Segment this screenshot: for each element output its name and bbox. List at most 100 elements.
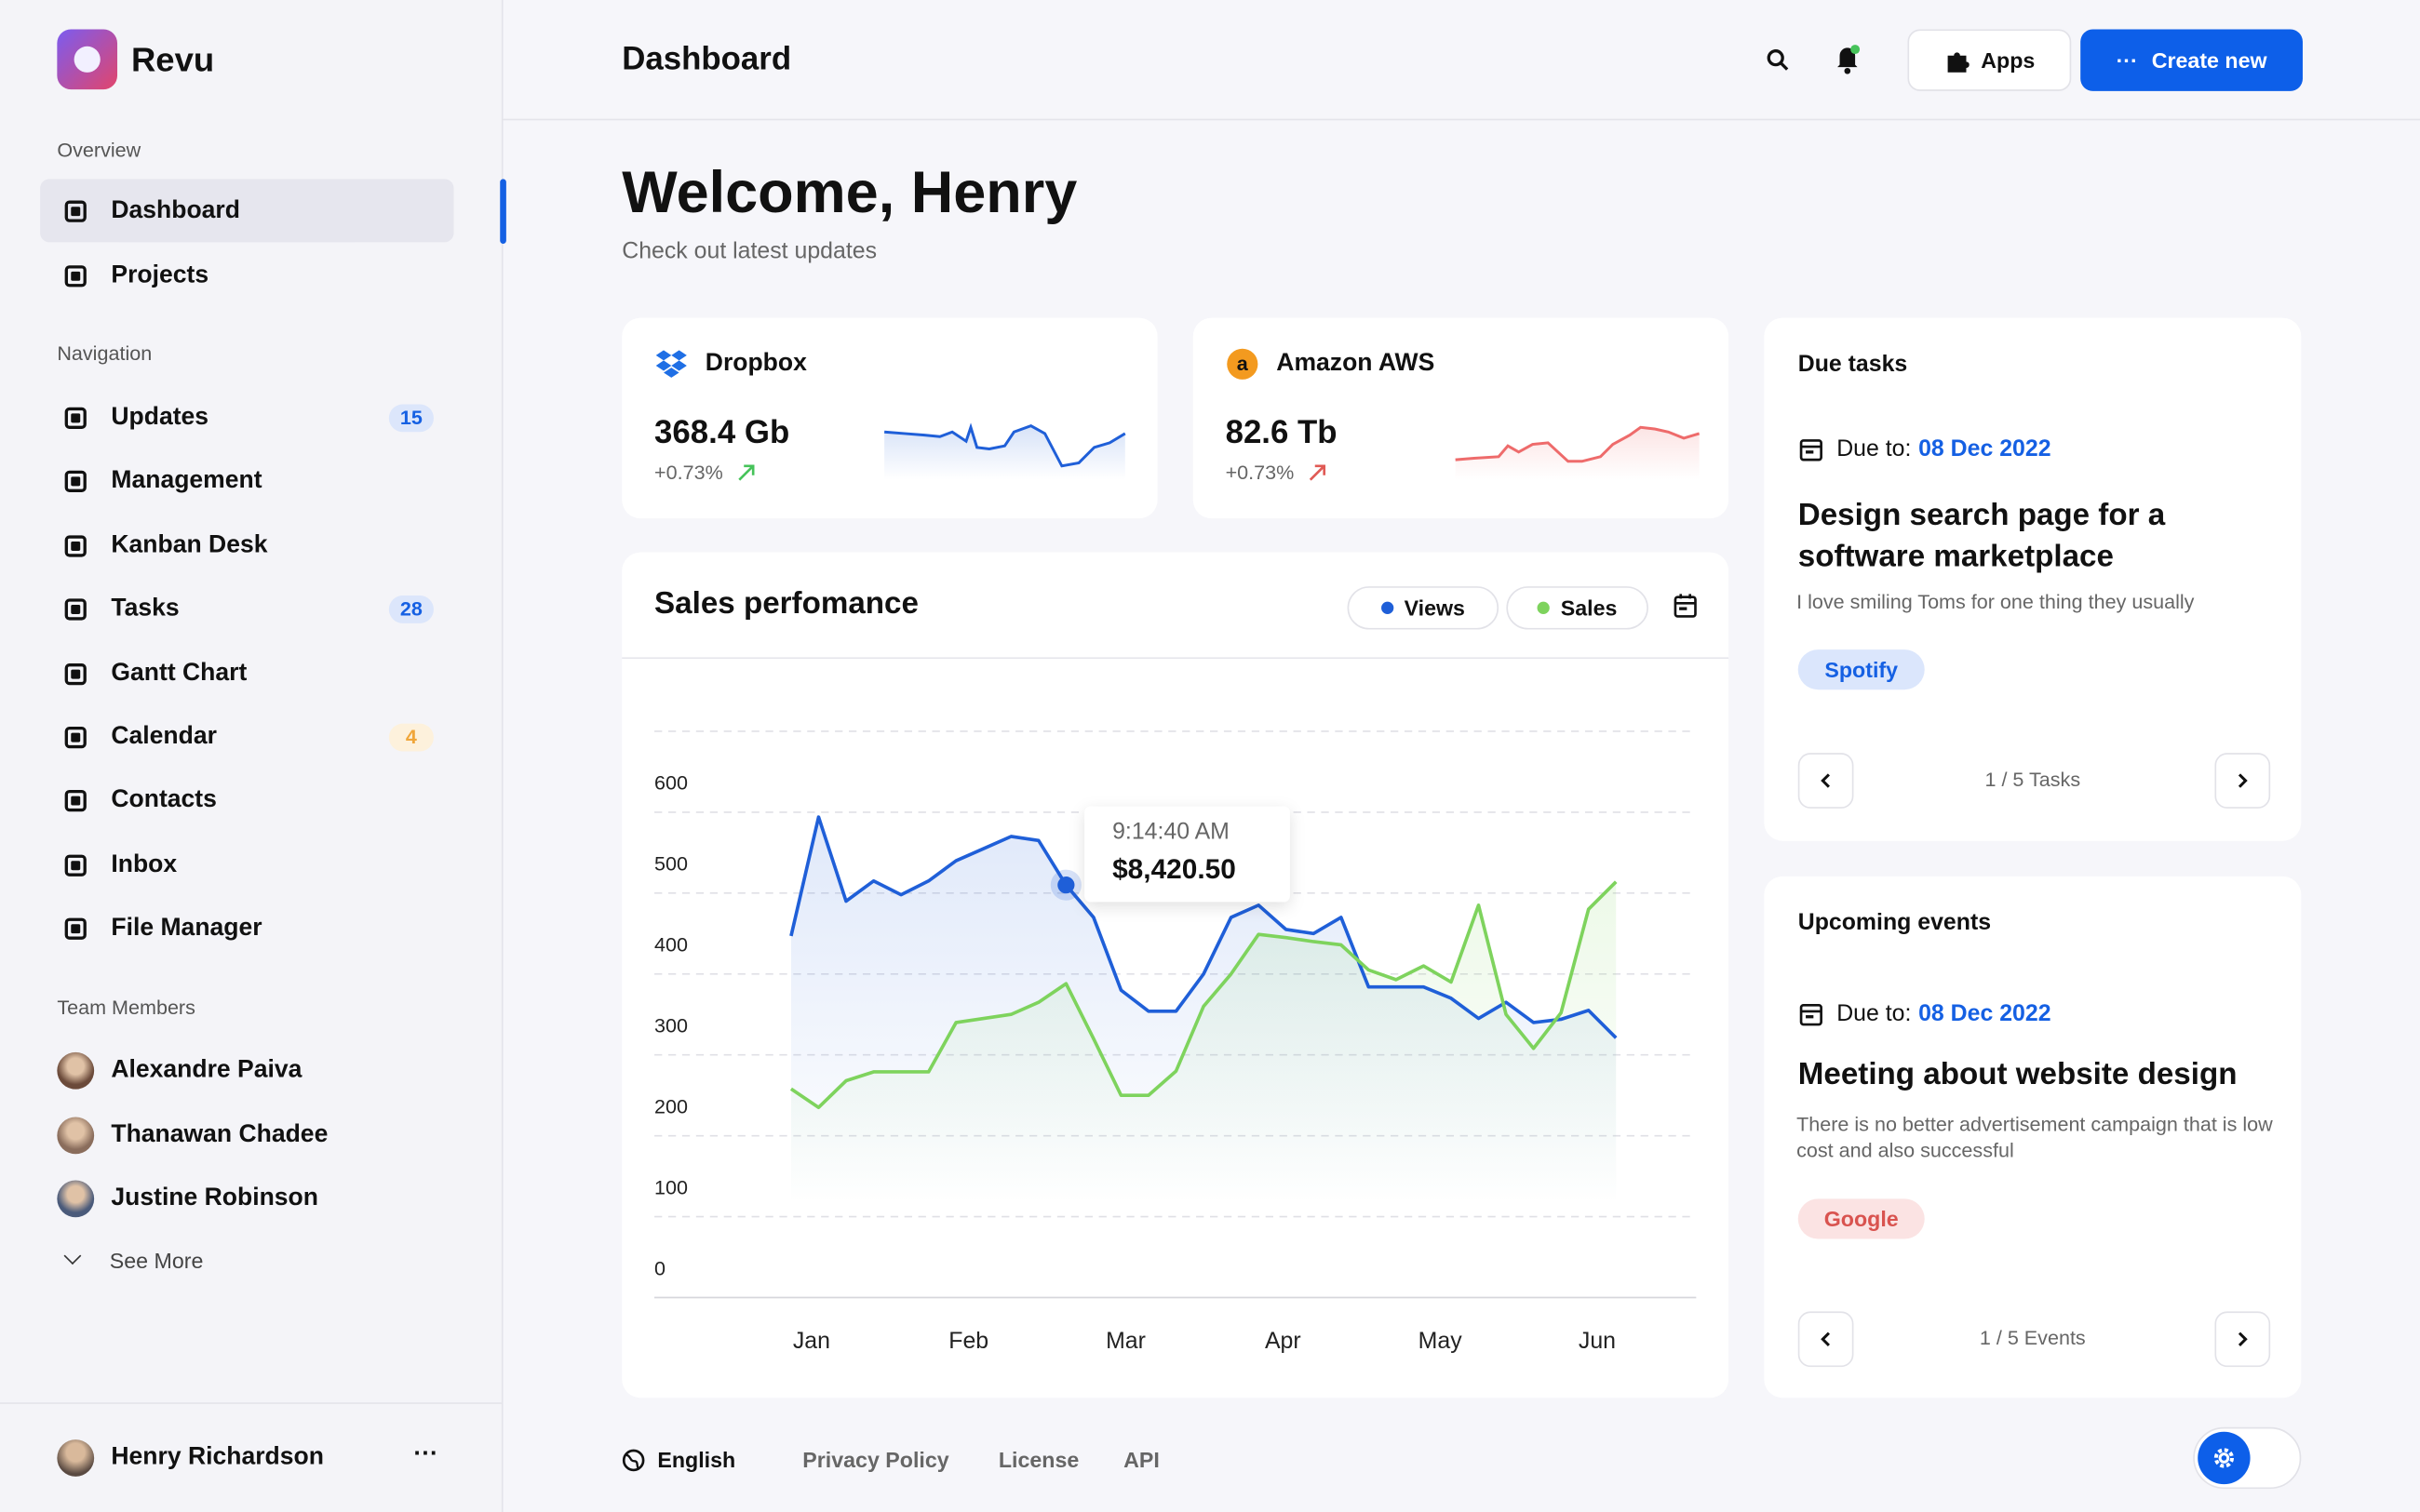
brand: Revu xyxy=(130,40,215,79)
nav-item[interactable]: Dashboard xyxy=(111,197,240,224)
member-name[interactable]: Alexandre Paiva xyxy=(111,1056,302,1084)
nav-item[interactable]: Calendar xyxy=(111,723,217,750)
decoration xyxy=(1844,67,1851,74)
decoration xyxy=(2218,1452,2230,1464)
member-avatar xyxy=(57,1180,95,1218)
dark-mode[interactable] xyxy=(2263,1447,2284,1468)
decoration xyxy=(738,464,755,481)
globe-icon xyxy=(622,1449,645,1472)
next-button[interactable] xyxy=(2214,1311,2271,1368)
apps-icon xyxy=(1946,52,1969,73)
decoration xyxy=(884,422,1126,468)
decoration xyxy=(1806,450,1814,454)
tag[interactable]: Spotify xyxy=(1797,649,1925,690)
section-label: Navigation xyxy=(57,341,153,366)
legend-item[interactable]: Views xyxy=(1347,586,1499,630)
search-icon[interactable] xyxy=(1766,47,1791,73)
see-more[interactable]: See More xyxy=(109,1248,204,1273)
next-button[interactable] xyxy=(2214,753,2271,809)
hover-point xyxy=(1057,876,1075,894)
apps-label: Apps xyxy=(1981,47,2036,73)
footer-link[interactable]: Privacy Policy xyxy=(802,1447,949,1472)
decoration xyxy=(1821,773,1830,788)
apps-button[interactable]: Apps xyxy=(1907,29,2072,91)
calendar-icon xyxy=(1799,1003,1822,1026)
nav-icon-inner xyxy=(71,271,81,280)
nav-icon-inner xyxy=(71,796,81,807)
y-tick-label: 500 xyxy=(654,852,688,876)
welcome-title: Welcome, Henry xyxy=(622,161,1078,226)
nav-icon xyxy=(64,200,87,222)
bell-icon[interactable] xyxy=(1834,43,1862,74)
decoration xyxy=(1850,45,1861,55)
storage-amount: 82.6 Tb xyxy=(1225,415,1338,451)
theme-toggle[interactable] xyxy=(2193,1426,2302,1490)
trend-up xyxy=(738,464,755,481)
dropbox-icon xyxy=(655,350,687,378)
nav-item[interactable]: Inbox xyxy=(111,850,178,878)
nav-item[interactable]: Tasks xyxy=(111,595,180,622)
calendar-icon[interactable] xyxy=(1673,593,1698,619)
language[interactable]: English xyxy=(657,1447,736,1472)
nav-icon-inner xyxy=(71,413,81,423)
member-name[interactable]: Justine Robinson xyxy=(111,1184,318,1211)
due-date: 08 Dec 2022 xyxy=(1918,1000,2051,1027)
member-avatar xyxy=(57,1116,95,1154)
events-card: Upcoming events Due to: 08 Dec 2022 Meet… xyxy=(1764,876,2302,1398)
decoration xyxy=(1806,1015,1814,1019)
legend-dot xyxy=(1380,601,1393,614)
due-date: 08 Dec 2022 xyxy=(1918,435,2051,462)
tooltip-value: $8,420.50 xyxy=(1112,854,1236,885)
legend-dot xyxy=(1537,601,1551,614)
legend-item[interactable]: Sales xyxy=(1506,586,1648,630)
x-tick-label: Jan xyxy=(793,1328,830,1354)
x-tick-label: Jun xyxy=(1579,1328,1616,1354)
create-button[interactable]: ··· Create new xyxy=(2080,29,2303,91)
nav-icon xyxy=(64,662,87,685)
nav-icon xyxy=(64,407,87,429)
series-line xyxy=(789,880,1618,1110)
nav-icon xyxy=(64,790,87,812)
badge: 28 xyxy=(388,595,434,624)
x-tick-label: Mar xyxy=(1106,1328,1146,1354)
nav-icon-inner xyxy=(71,477,81,487)
decoration xyxy=(1799,439,1822,462)
footer-link[interactable]: API xyxy=(1123,1447,1160,1472)
nav-item[interactable]: File Manager xyxy=(111,915,262,942)
legend-label: Sales xyxy=(1560,595,1618,621)
footer-link[interactable]: License xyxy=(998,1447,1080,1472)
decoration xyxy=(1799,1003,1822,1026)
y-tick-label: 400 xyxy=(654,933,688,957)
section-label: Overview xyxy=(57,138,141,162)
page-title: Dashboard xyxy=(622,41,792,77)
nav-item[interactable]: Gantt Chart xyxy=(111,660,248,687)
tag[interactable]: Google xyxy=(1797,1198,1925,1239)
member-name[interactable]: Thanawan Chadee xyxy=(111,1120,329,1147)
nav-icon xyxy=(64,917,87,941)
prev-button[interactable] xyxy=(1797,753,1854,809)
nav-item[interactable]: Projects xyxy=(111,261,209,288)
decoration xyxy=(2238,1331,2248,1346)
y-tick-label: 200 xyxy=(654,1094,688,1117)
decoration xyxy=(2213,1448,2235,1468)
light-mode[interactable] xyxy=(2198,1431,2251,1485)
storage-amount: 368.4 Gb xyxy=(654,415,790,451)
nav-icon-inner xyxy=(71,732,81,743)
decoration xyxy=(625,1453,640,1470)
nav-icon xyxy=(64,598,87,621)
sparkline xyxy=(1455,425,1701,480)
user-avatar xyxy=(57,1439,95,1477)
card-title: Upcoming events xyxy=(1797,909,1992,936)
user-menu[interactable]: ··· xyxy=(413,1440,438,1467)
nav-item[interactable]: Kanban Desk xyxy=(111,531,268,558)
x-tick-label: May xyxy=(1418,1328,1463,1354)
prev-button[interactable] xyxy=(1797,1311,1854,1368)
tooltip-time: 9:14:40 AM xyxy=(1112,818,1230,844)
nav-icon xyxy=(64,471,87,493)
nav-item[interactable]: Updates xyxy=(111,404,209,431)
decoration xyxy=(1674,595,1697,618)
nav-item[interactable]: Contacts xyxy=(111,787,217,814)
nav-item[interactable]: Management xyxy=(111,468,262,495)
active-indicator xyxy=(500,179,506,244)
